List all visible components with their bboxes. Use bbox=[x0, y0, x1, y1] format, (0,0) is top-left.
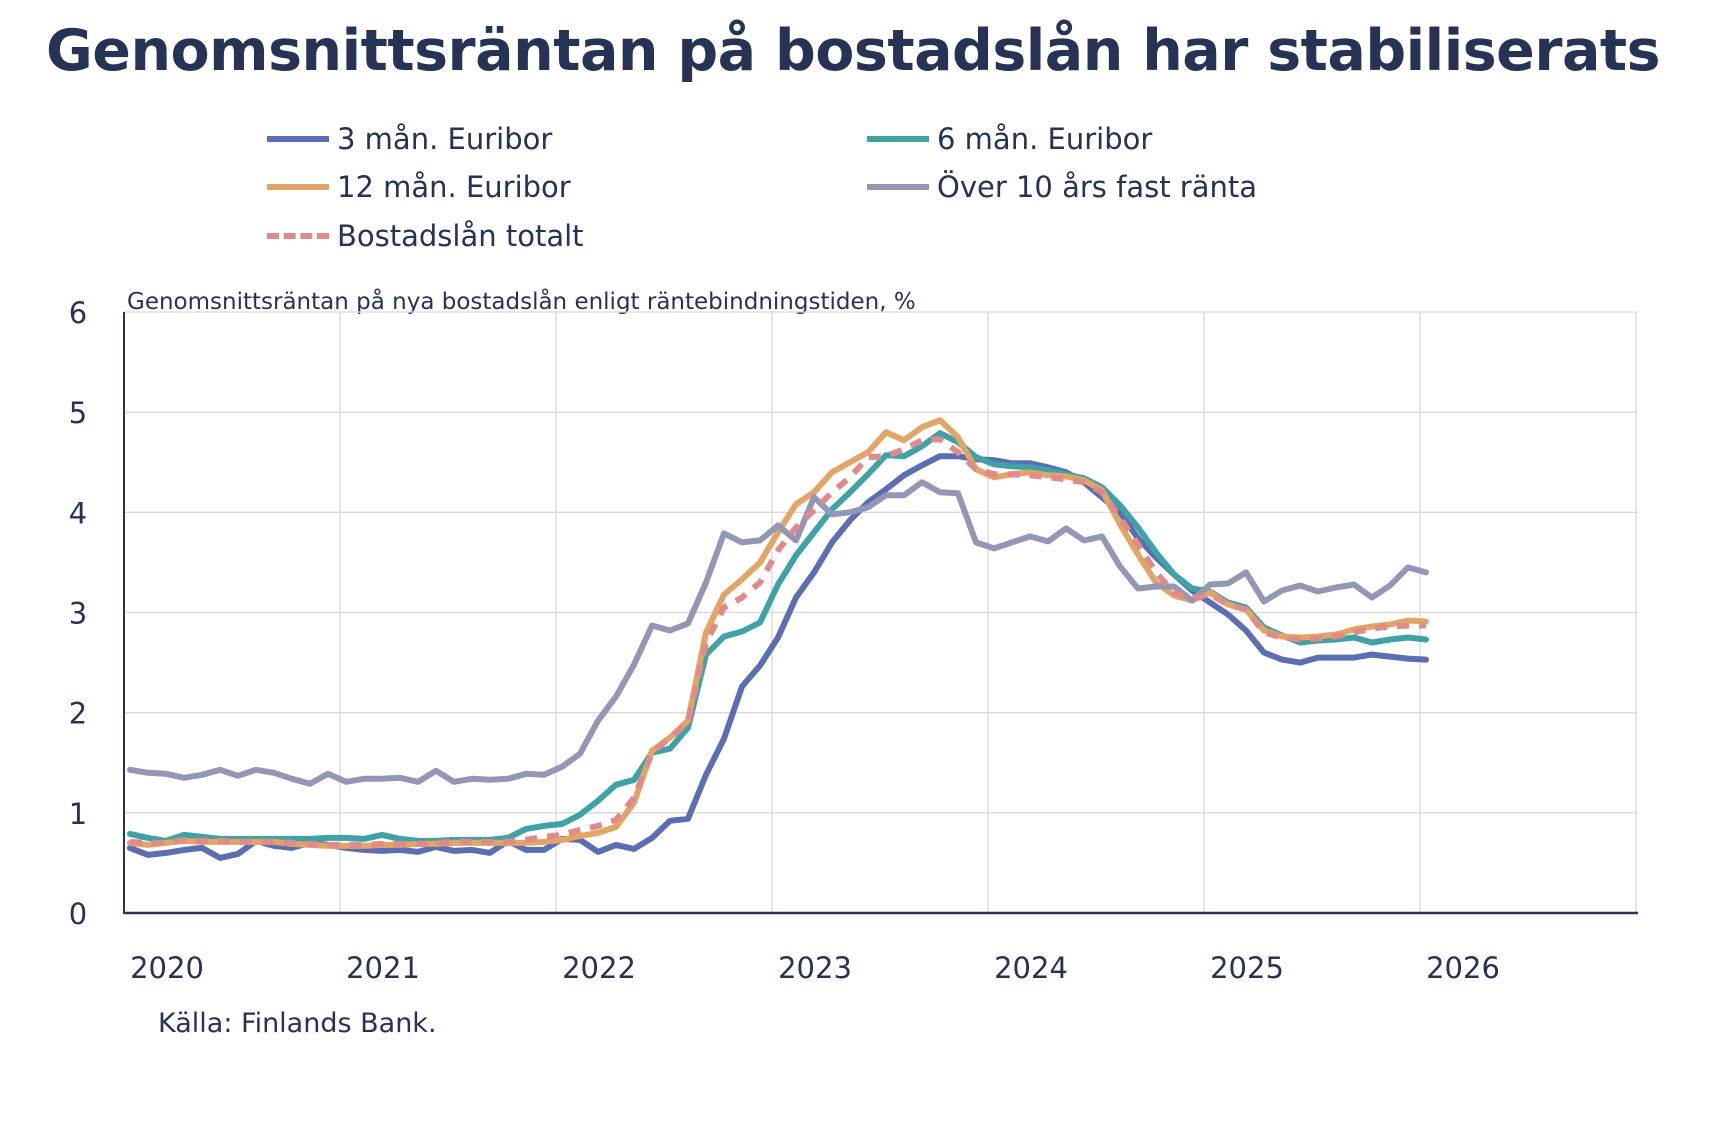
legend-swatch-12m bbox=[267, 184, 329, 190]
series-line-4 bbox=[129, 436, 1426, 848]
source-note: Källa: Finlands Bank. bbox=[158, 1008, 437, 1039]
y-tick-label: 4 bbox=[69, 496, 87, 530]
x-tick-label: 2022 bbox=[562, 951, 636, 985]
y-tick-label: 2 bbox=[69, 697, 87, 731]
legend-label-12m: 12 mån. Euribor bbox=[337, 170, 571, 204]
legend-swatch-3m bbox=[267, 136, 329, 142]
legend-swatch-6m bbox=[867, 136, 929, 142]
chart-subtitle: Genomsnittsräntan på nya bostadslån enli… bbox=[127, 287, 916, 315]
legend-label-total: Bostadslån totalt bbox=[337, 219, 584, 253]
series-line-3 bbox=[127, 479, 1429, 787]
x-tick-label: 2026 bbox=[1426, 951, 1500, 985]
series-line-2 bbox=[127, 417, 1429, 849]
legend-item-10y: Över 10 års fast ränta bbox=[867, 170, 1257, 204]
y-tick-label: 6 bbox=[69, 296, 87, 330]
x-tick-label: 2025 bbox=[1210, 951, 1284, 985]
legend-label-3m: 3 mån. Euribor bbox=[337, 122, 553, 156]
y-tick-label: 5 bbox=[69, 396, 87, 430]
legend-item-6m: 6 mån. Euribor bbox=[867, 122, 1152, 156]
x-tick-label: 2024 bbox=[994, 951, 1068, 985]
series-line-0 bbox=[127, 453, 1429, 861]
legend-item-3m: 3 mån. Euribor bbox=[267, 122, 552, 156]
legend-label-10y: Över 10 års fast ränta bbox=[937, 170, 1258, 204]
x-tick-label: 2023 bbox=[778, 951, 852, 985]
legend-swatch-10y bbox=[867, 184, 929, 190]
chart-title: Genomsnittsräntan på bostadslån har stab… bbox=[46, 18, 1661, 84]
legend-item-12m: 12 mån. Euribor bbox=[267, 170, 571, 204]
legend-item-total: Bostadslån totalt bbox=[267, 219, 584, 253]
legend-label-6m: 6 mån. Euribor bbox=[937, 122, 1153, 156]
x-tick-label: 2020 bbox=[130, 951, 204, 985]
y-tick-label: 3 bbox=[69, 597, 87, 631]
y-tick-label: 1 bbox=[69, 797, 87, 831]
y-tick-label: 0 bbox=[69, 897, 87, 931]
legend-swatch-total bbox=[267, 233, 329, 239]
x-tick-label: 2021 bbox=[346, 951, 420, 985]
